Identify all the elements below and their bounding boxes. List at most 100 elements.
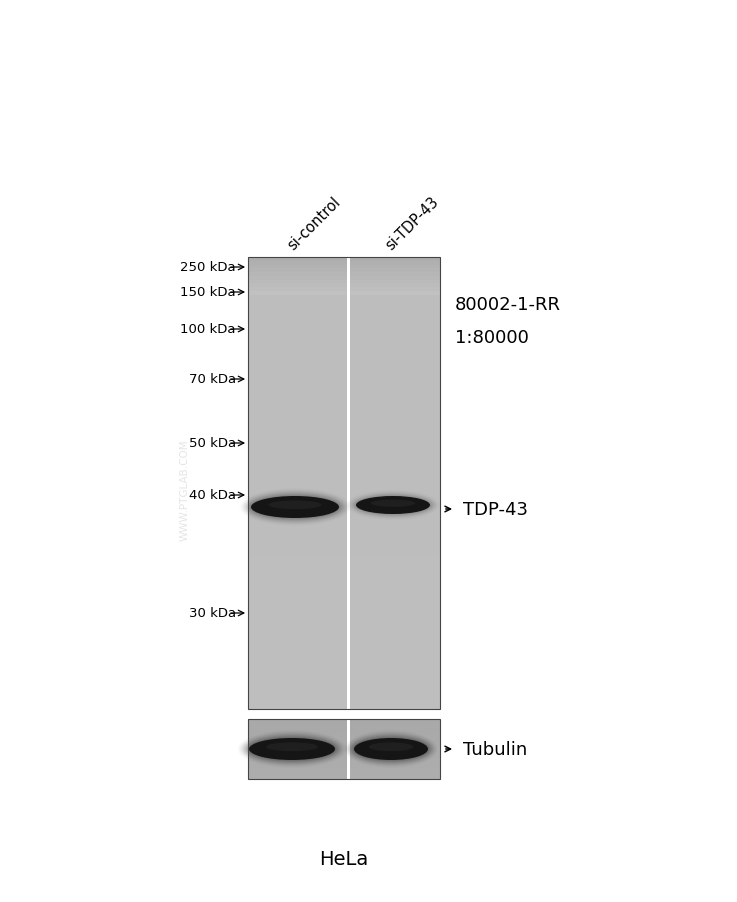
Bar: [248, 277, 440, 281]
Bar: [248, 728, 440, 730]
Bar: [248, 769, 440, 770]
Bar: [248, 641, 440, 645]
Bar: [248, 634, 440, 638]
Bar: [248, 307, 440, 310]
Text: 250 kDa: 250 kDa: [181, 262, 236, 274]
Bar: [248, 630, 440, 634]
Bar: [248, 386, 440, 390]
Bar: [248, 525, 440, 529]
Bar: [248, 653, 440, 657]
Bar: [248, 667, 440, 672]
Bar: [248, 291, 440, 295]
Bar: [248, 329, 440, 333]
Bar: [248, 265, 440, 269]
Bar: [248, 719, 440, 779]
Ellipse shape: [371, 500, 415, 507]
Ellipse shape: [249, 738, 335, 760]
Text: si-control: si-control: [284, 194, 343, 253]
Bar: [248, 416, 440, 419]
Bar: [248, 612, 440, 615]
Bar: [248, 776, 440, 778]
Bar: [248, 770, 440, 771]
Bar: [248, 608, 440, 612]
Ellipse shape: [268, 501, 321, 510]
Bar: [248, 730, 440, 732]
Bar: [248, 258, 440, 709]
Bar: [248, 374, 440, 378]
Bar: [248, 763, 440, 764]
Bar: [248, 340, 440, 345]
Text: 50 kDa: 50 kDa: [189, 437, 236, 450]
Bar: [248, 672, 440, 676]
Ellipse shape: [248, 494, 342, 520]
Bar: [248, 480, 440, 483]
Text: 30 kDa: 30 kDa: [189, 607, 236, 620]
Bar: [248, 734, 440, 736]
Bar: [248, 419, 440, 423]
Bar: [248, 544, 440, 548]
Bar: [248, 771, 440, 773]
Bar: [248, 390, 440, 393]
Bar: [248, 393, 440, 397]
Bar: [248, 352, 440, 355]
Bar: [248, 574, 440, 577]
Bar: [248, 721, 440, 723]
Bar: [248, 754, 440, 755]
Bar: [248, 465, 440, 468]
Ellipse shape: [244, 734, 340, 764]
Bar: [248, 698, 440, 702]
Bar: [248, 310, 440, 314]
Bar: [248, 510, 440, 513]
Bar: [248, 752, 440, 754]
Bar: [248, 600, 440, 603]
Bar: [248, 615, 440, 619]
Bar: [248, 318, 440, 322]
Ellipse shape: [356, 496, 430, 514]
Bar: [248, 593, 440, 596]
Bar: [248, 438, 440, 442]
Bar: [248, 764, 440, 766]
Bar: [248, 585, 440, 589]
Bar: [248, 737, 440, 739]
Bar: [248, 449, 440, 454]
Bar: [248, 491, 440, 495]
Bar: [248, 336, 440, 340]
Bar: [248, 468, 440, 472]
Bar: [248, 345, 440, 348]
Bar: [248, 427, 440, 431]
Bar: [248, 513, 440, 518]
Text: HeLa: HeLa: [319, 850, 368, 869]
Bar: [248, 657, 440, 660]
Bar: [248, 563, 440, 566]
Bar: [248, 676, 440, 679]
Bar: [248, 725, 440, 727]
Bar: [248, 326, 440, 329]
Bar: [248, 364, 440, 367]
Bar: [248, 723, 440, 725]
Text: 80002-1-RR: 80002-1-RR: [455, 296, 561, 314]
Bar: [248, 314, 440, 318]
Bar: [248, 299, 440, 303]
Ellipse shape: [352, 737, 430, 761]
Bar: [248, 288, 440, 291]
Bar: [248, 355, 440, 359]
Bar: [248, 719, 440, 721]
Ellipse shape: [248, 738, 336, 761]
Bar: [248, 548, 440, 551]
Bar: [248, 303, 440, 307]
Bar: [248, 750, 440, 752]
Bar: [347, 258, 350, 709]
Bar: [248, 732, 440, 734]
Bar: [248, 536, 440, 540]
Bar: [248, 626, 440, 630]
Bar: [248, 423, 440, 427]
Bar: [248, 540, 440, 544]
Bar: [248, 773, 440, 775]
Bar: [248, 333, 440, 336]
Bar: [248, 702, 440, 705]
Bar: [248, 649, 440, 653]
Bar: [248, 664, 440, 667]
Bar: [248, 382, 440, 386]
Text: si-TDP-43: si-TDP-43: [383, 194, 441, 253]
Bar: [248, 683, 440, 686]
